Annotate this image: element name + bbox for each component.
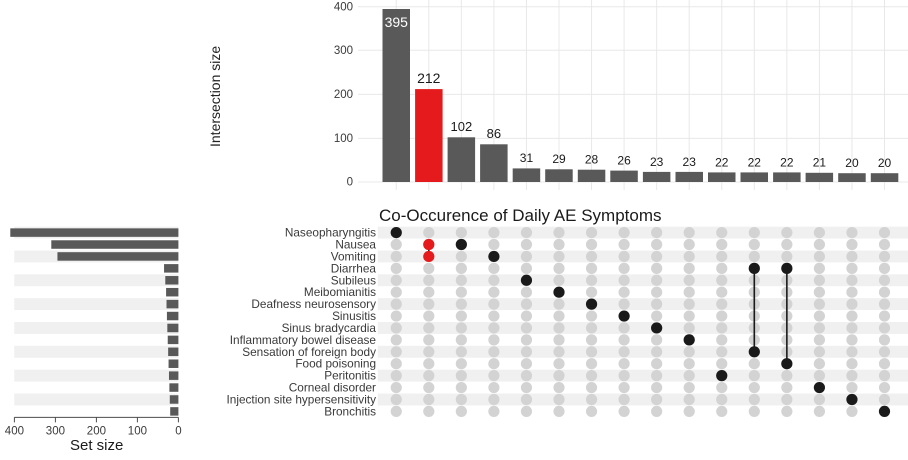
svg-text:300: 300: [46, 425, 65, 437]
svg-text:0: 0: [175, 425, 181, 437]
svg-text:400: 400: [5, 425, 24, 437]
svg-text:200: 200: [87, 425, 106, 437]
svg-text:100: 100: [128, 425, 147, 437]
